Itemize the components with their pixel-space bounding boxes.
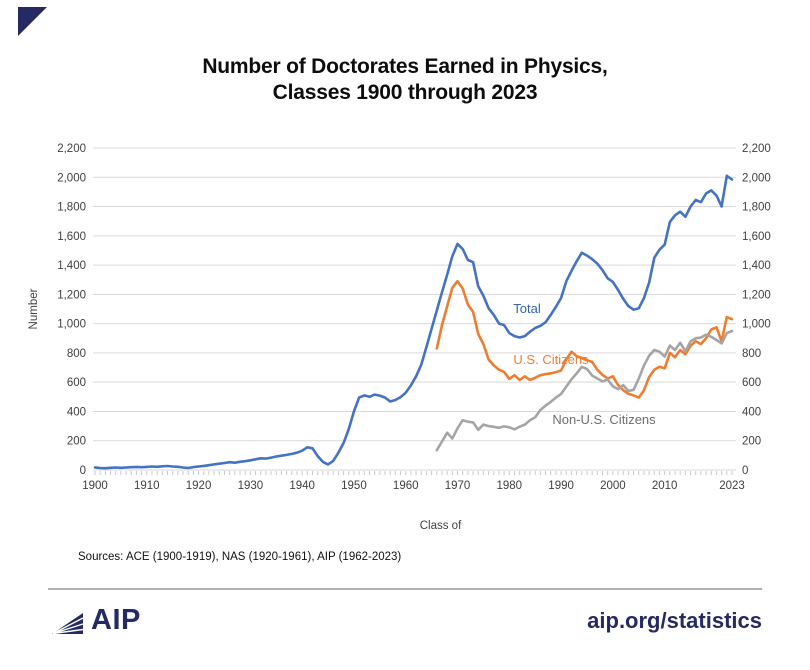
y-axis-tick-label-right: 0 (742, 465, 748, 477)
y-axis-title: Number (28, 288, 40, 329)
series-line-total (93, 174, 734, 470)
x-axis-tick-label: 1930 (238, 480, 264, 492)
x-axis-tick-label: 1990 (548, 480, 574, 492)
y-axis-tick-label-left: 200 (67, 436, 86, 448)
y-axis-tick-label-right: 2,200 (742, 143, 771, 155)
x-axis-tick-label: 2000 (600, 480, 626, 492)
y-axis-tick-label-left: 800 (67, 348, 86, 360)
aip-logo: AIP (52, 605, 141, 635)
y-axis-tick-label-right: 400 (742, 406, 761, 418)
x-axis-tick-label: 1910 (134, 480, 160, 492)
chart-title-line1: Number of Doctorates Earned in Physics, (202, 55, 608, 78)
y-axis-tick-label-right: 1,000 (742, 319, 771, 331)
y-axis-tick-label-left: 400 (67, 406, 86, 418)
series-label-u-s-citizens: U.S. Citizens (513, 352, 589, 367)
y-axis-tick-label-right: 1,400 (742, 260, 771, 272)
y-axis-tick-label-left: 1,200 (57, 289, 86, 301)
x-axis-tick-label: 1950 (341, 480, 367, 492)
x-axis-tick-label: 2010 (652, 480, 678, 492)
x-axis-tick-label: 1900 (82, 480, 108, 492)
y-axis-tick-label-left: 1,000 (57, 319, 86, 331)
y-axis-tick-label-right: 200 (742, 436, 761, 448)
y-axis-tick-label-right: 1,200 (742, 289, 771, 301)
y-axis-tick-label-right: 800 (742, 348, 761, 360)
x-axis-tick-label: 1920 (186, 480, 212, 492)
y-axis-tick-label-right: 2,000 (742, 172, 771, 184)
y-axis-tick-label-left: 1,800 (57, 202, 86, 214)
series-label-non-u-s-citizens: Non-U.S. Citizens (552, 412, 656, 427)
aip-logo-text: AIP (91, 604, 141, 636)
chart-title-line2: Classes 1900 through 2023 (272, 81, 538, 104)
x-axis-tick-label: 1940 (289, 480, 315, 492)
chart-title: Number of Doctorates Earned in Physics, … (0, 54, 810, 106)
y-axis-tick-label-left: 2,200 (57, 143, 86, 155)
y-axis-tick-label-left: 2,000 (57, 172, 86, 184)
y-axis-tick-label-left: 600 (67, 377, 86, 389)
x-axis-tick-label: 1960 (393, 480, 419, 492)
footer-divider (48, 588, 762, 590)
aip-logo-fan-icon (52, 613, 84, 635)
series-line-non-u-s-citizens (435, 329, 734, 452)
x-axis-title: Class of (420, 520, 462, 532)
sources-note: Sources: ACE (1900-1919), NAS (1920-1961… (78, 551, 402, 563)
series-line-u-s-citizens (435, 279, 734, 399)
y-axis-tick-label-left: 1,400 (57, 260, 86, 272)
x-axis-tick-label: 2023 (719, 480, 745, 492)
y-axis-tick-label-left: 1,600 (57, 231, 86, 243)
y-axis-tick-label-right: 600 (742, 377, 761, 389)
brand-corner-triangle (18, 7, 47, 36)
y-axis-tick-label-right: 1,800 (742, 202, 771, 214)
x-axis-tick-label: 1980 (497, 480, 523, 492)
y-axis-tick-label-right: 1,600 (742, 231, 771, 243)
y-axis-tick-label-left: 0 (80, 465, 86, 477)
x-axis-tick-label: 1970 (445, 480, 471, 492)
series-label-total: Total (513, 301, 541, 316)
footer-url: aip.org/statistics (587, 608, 762, 633)
